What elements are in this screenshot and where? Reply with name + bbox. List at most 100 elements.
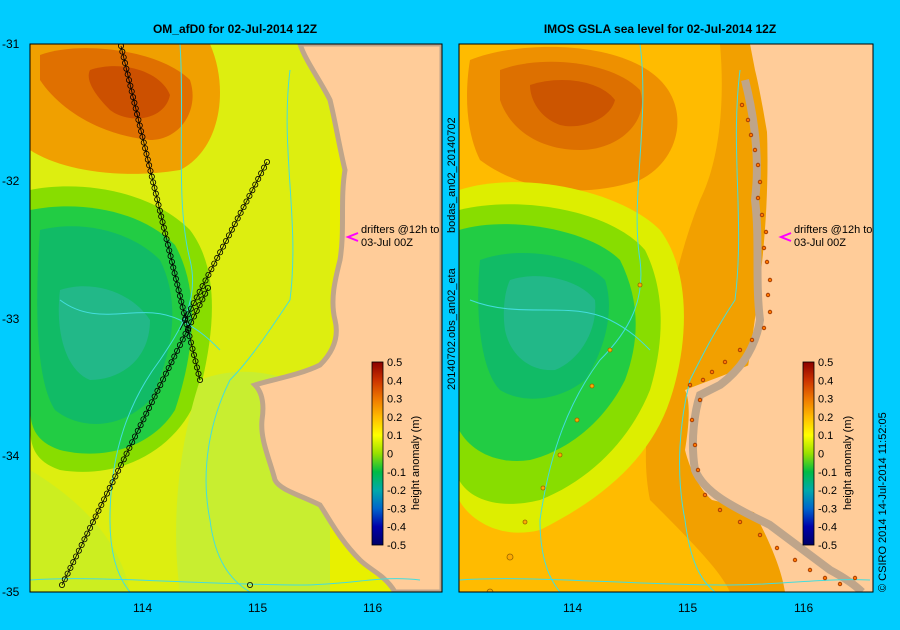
left-x-axis: 114 115 116: [133, 601, 382, 615]
drifter-point: [101, 496, 108, 503]
drifter-point: [193, 307, 200, 314]
drifter-point: [59, 582, 66, 589]
drifter-point: [190, 351, 197, 358]
left-map-frame: [29, 43, 443, 593]
drifter-points-right: [486, 102, 858, 592]
drifter-point: [767, 277, 773, 283]
drifter-point: [176, 292, 183, 299]
drifter-point: [196, 376, 203, 383]
drifter-point: [172, 275, 179, 282]
drifter-point: [737, 347, 743, 353]
drifter-point: [199, 296, 206, 303]
drifter-point: [109, 479, 116, 486]
colorbar-tick-label: -0.3: [818, 503, 837, 515]
drifter-point: [174, 347, 181, 354]
drifter-point: [130, 94, 137, 101]
drifter-point: [225, 232, 232, 239]
left-colorbar: 0.5 0.4 0.3 0.2 0.1 0 -0.1 -0.2 -0.3 -0.4 -0.5: [371, 357, 406, 552]
drifter-point: [126, 444, 133, 451]
x-tick-label: 116: [363, 601, 382, 615]
drifter-point: [240, 204, 247, 211]
colorbar-tick-label: 0.3: [387, 394, 402, 406]
colorbar-tick-label: -0.1: [387, 467, 406, 479]
drifter-point: [152, 190, 159, 197]
drifter-point: [261, 164, 268, 171]
drifter-point: [717, 507, 723, 513]
drifter-point: [167, 253, 174, 260]
drifter-point: [252, 181, 259, 188]
colorbar-tick-label: 0: [387, 449, 393, 461]
drifter-point: [208, 266, 215, 273]
drifter-point: [73, 553, 80, 560]
drifter-point: [193, 294, 200, 301]
left-y-axis: -31 -32 -33 -34 -35: [2, 37, 20, 599]
drifter-point: [131, 433, 138, 440]
drifter-point: [187, 339, 194, 346]
colorbar-tick-label: 0.4: [818, 375, 833, 387]
drifter-point: [700, 377, 706, 383]
drifter-point: [195, 370, 202, 377]
drifter-point: [574, 417, 580, 423]
drifter-point: [122, 60, 129, 67]
colorbar-tick-label: 0.5: [387, 357, 402, 369]
drifter-point: [134, 111, 141, 118]
drifter-point: [143, 150, 150, 157]
drifter-point: [64, 570, 71, 577]
drifter-point: [182, 330, 189, 337]
drifter-point: [695, 467, 701, 473]
y-tick-label: -32: [2, 174, 20, 188]
drifter-point: [757, 532, 763, 538]
x-tick-label: 115: [248, 601, 267, 615]
colorbar-tick-label: 0.2: [387, 412, 402, 424]
drifter-point: [196, 288, 203, 295]
drifter-point: [522, 519, 528, 525]
drifter-point: [123, 65, 130, 72]
drifter-point: [70, 559, 77, 566]
arrow-right-icon: [778, 232, 792, 242]
right-map: [459, 44, 873, 592]
drifter-point: [702, 492, 708, 498]
drifter-point: [737, 519, 743, 525]
drifter-point: [540, 485, 546, 491]
colorbar-tick-label: 0: [818, 449, 824, 461]
drifter-point: [160, 376, 167, 383]
y-tick-label: -33: [2, 312, 20, 326]
drifter-point: [822, 575, 828, 581]
drifter-point: [837, 581, 843, 587]
drifter-point: [154, 387, 161, 394]
colorbar-tick-label: -0.5: [818, 540, 837, 552]
drifter-point: [852, 575, 858, 581]
drifter-point: [140, 139, 147, 146]
drifter-point: [115, 467, 122, 474]
drifter-point: [761, 245, 767, 251]
drifter-point: [168, 359, 175, 366]
drifter-point: [165, 364, 172, 371]
drifter-point: [95, 507, 102, 514]
drifter-point: [148, 399, 155, 406]
drifter-point: [176, 342, 183, 349]
drifter-point: [759, 212, 765, 218]
drifter-point: [745, 117, 751, 123]
drifter-point: [92, 513, 99, 520]
drifter-point: [136, 122, 143, 129]
drifter-point: [140, 416, 147, 423]
drifter-point: [506, 553, 514, 561]
drifter-point: [263, 158, 270, 165]
drifter-point: [164, 241, 171, 248]
colorbar-tick-label: 0.5: [818, 357, 833, 369]
colorbar-tick-label: 0.1: [387, 430, 402, 442]
right-map-frame: [458, 43, 874, 593]
drifter-point: [123, 450, 130, 457]
colorbar-tick-label: -0.3: [387, 503, 406, 515]
left-annotation-line2: 03-Jul 00Z: [361, 237, 413, 249]
drifter-point: [156, 207, 163, 214]
right-annotation-line1: drifters @12h to: [794, 224, 873, 236]
left-annotation-line1: drifters @12h to: [361, 224, 440, 236]
drifter-point: [106, 484, 113, 491]
drifter-point: [144, 156, 151, 163]
colorbar-tick-label: -0.4: [818, 522, 837, 534]
drifter-point: [103, 490, 110, 497]
drifter-point: [170, 264, 177, 271]
right-panel-title: IMOS GSLA sea level for 02-Jul-2014 12Z: [543, 22, 777, 36]
